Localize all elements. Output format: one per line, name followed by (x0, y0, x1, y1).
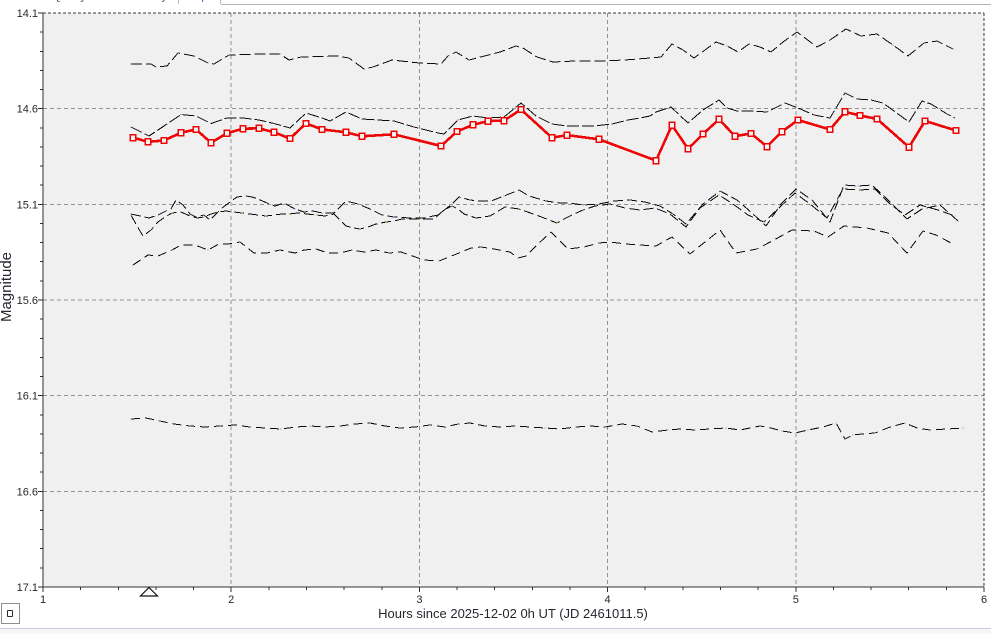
svg-text:16.6: 16.6 (17, 486, 38, 498)
svg-text:Magnitude: Magnitude (0, 252, 15, 322)
svg-text:5: 5 (793, 594, 799, 606)
svg-text:17.1: 17.1 (17, 582, 38, 594)
svg-text:4: 4 (605, 594, 611, 606)
svg-text:3: 3 (416, 594, 422, 606)
svg-text:15.1: 15.1 (17, 199, 38, 211)
svg-text:Hours since 2025-12-02 0h UT (: Hours since 2025-12-02 0h UT (JD 2461011… (378, 606, 648, 621)
svg-text:1: 1 (40, 594, 46, 606)
svg-text:2: 2 (228, 594, 234, 606)
svg-text:14.1: 14.1 (17, 8, 38, 20)
svg-text:16.1: 16.1 (17, 391, 38, 403)
svg-text:15.6: 15.6 (17, 295, 38, 307)
svg-text:14.6: 14.6 (17, 104, 38, 116)
svg-text:6: 6 (981, 594, 987, 606)
